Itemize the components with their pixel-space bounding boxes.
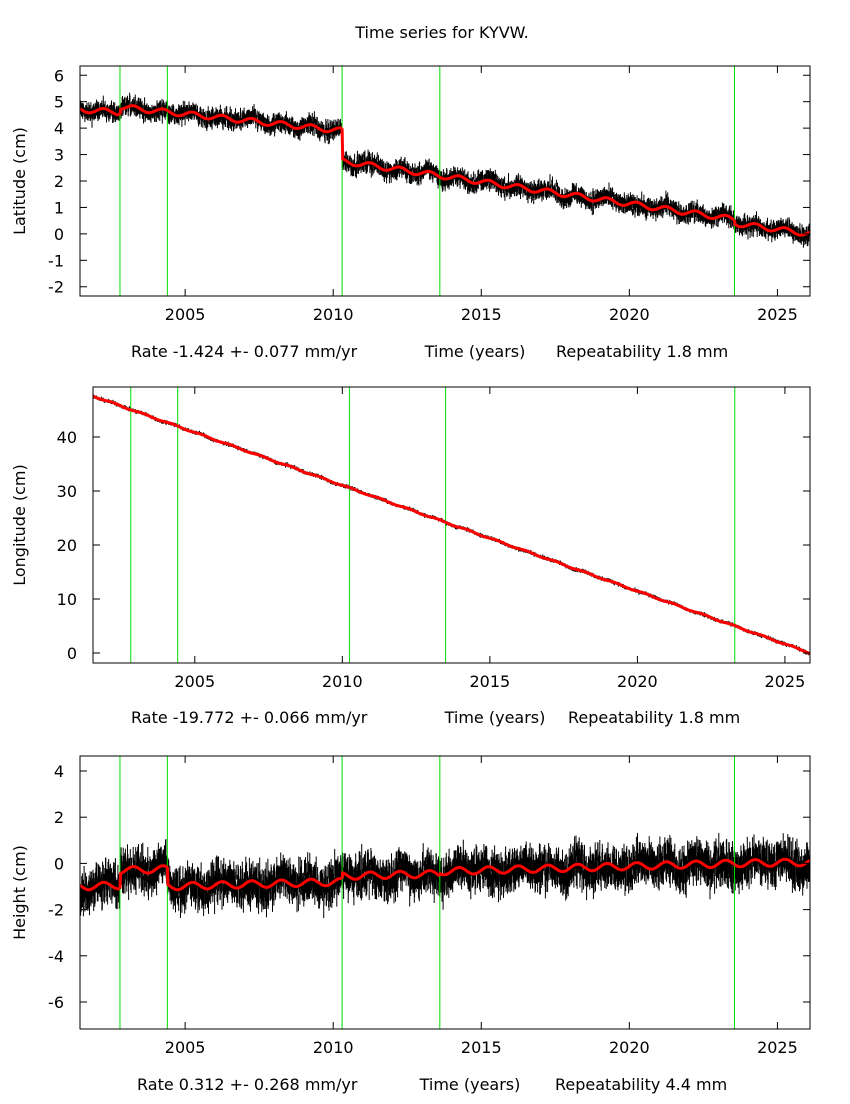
repeatability-label: Repeatability 1.8 mm [568, 708, 740, 727]
x-tick-label: 2010 [322, 672, 363, 691]
x-tick-label: 2015 [461, 305, 502, 324]
model-curve [93, 396, 810, 653]
x-tick-label: 2025 [765, 672, 806, 691]
x-tick-label: 2005 [165, 305, 206, 324]
panel-longitude: 2005 2010 2015 2020 2025 0 10 20 30 40 Longitude (… [10, 387, 810, 727]
rate-label: Rate -19.772 +- 0.066 mm/yr [131, 708, 368, 727]
data-points [81, 93, 810, 248]
y-tick-label: 10 [57, 590, 77, 609]
y-tick-label: 6 [54, 66, 64, 85]
rate-label: Rate -1.424 +- 0.077 mm/yr [131, 342, 358, 361]
x-tick-label: 2020 [609, 305, 650, 324]
chart-title: Time series for KYVW. [354, 23, 529, 42]
x-axis-label: Time (years) [424, 342, 526, 361]
y-tick-label: 1 [54, 198, 64, 217]
y-tick-label: -1 [48, 251, 64, 270]
y-tick-label: 3 [54, 146, 64, 165]
panel-latitude: 2005 2010 2015 2020 2025 -2 -1 0 1 2 3 4 5 6 Latitude … [10, 66, 810, 361]
y-tick-label: 0 [54, 225, 64, 244]
y-tick-label: 20 [57, 536, 77, 555]
repeatability-label: Repeatability 1.8 mm [556, 342, 728, 361]
x-tick-label: 2020 [617, 672, 658, 691]
y-tick-label: 0 [67, 644, 77, 663]
y-axis-label: Longitude (cm) [10, 464, 29, 586]
y-tick-label: 5 [54, 93, 64, 112]
y-tick-label: 40 [57, 428, 77, 447]
x-tick-label: 2025 [757, 305, 798, 324]
x-tick-label: 2005 [174, 672, 215, 691]
y-tick-label: 4 [54, 119, 64, 138]
x-axis-label: Time (years) [444, 708, 546, 727]
y-tick-label: 30 [57, 482, 77, 501]
y-tick-label: -2 [48, 278, 64, 297]
x-tick-label: 2015 [469, 672, 510, 691]
y-tick-label: 2 [54, 172, 64, 191]
y-axis-label: Latitude (cm) [10, 127, 29, 235]
x-tick-label: 2010 [313, 305, 354, 324]
